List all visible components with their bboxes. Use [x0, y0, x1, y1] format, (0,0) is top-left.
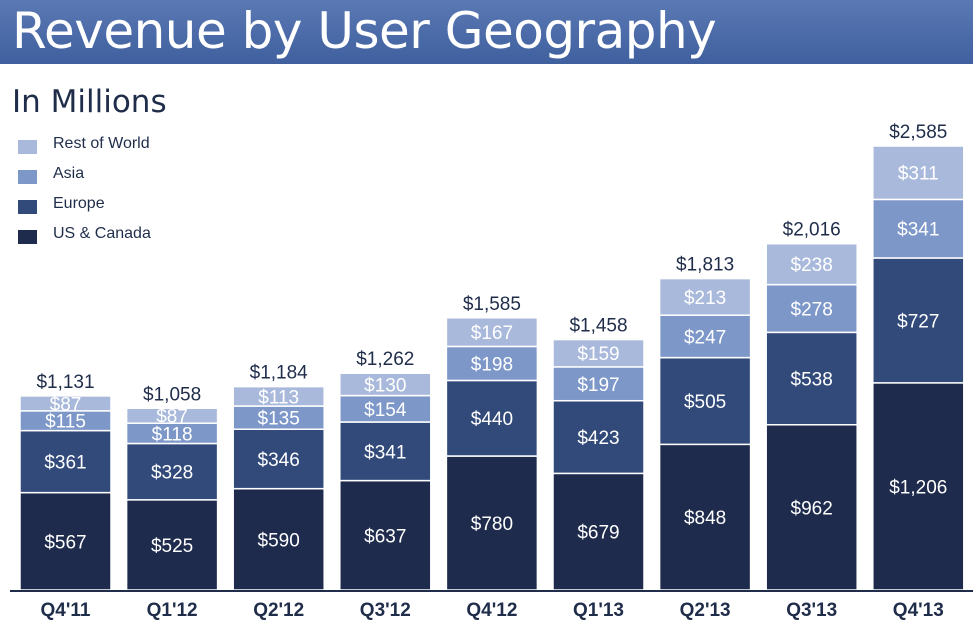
bar-segment-asia: [872, 198, 965, 259]
bar-segment-rest-of-world: [658, 277, 752, 316]
bar-segment-rest-of-world: [232, 385, 325, 407]
data-label: $361: [44, 453, 86, 474]
bar-segment-us-canada: [872, 382, 965, 591]
bar-segment-us-canada: [552, 472, 645, 591]
chart-title: Revenue by User Geography: [12, 2, 717, 60]
data-label: $780: [471, 514, 513, 535]
data-label: $159: [577, 344, 619, 365]
data-label: $423: [577, 428, 619, 449]
total-label: $1,458: [569, 316, 627, 337]
data-label: $590: [258, 530, 300, 551]
data-label: $135: [258, 409, 300, 430]
legend-swatch-rest-of-world: [18, 140, 37, 154]
bar-segment-rest-of-world: [339, 372, 432, 397]
legend-label-asia: Asia: [53, 165, 85, 182]
x-tick-label: Q2'12: [253, 600, 304, 621]
data-label: $118: [152, 424, 193, 445]
x-tick-label: Q1'13: [573, 600, 624, 621]
bar-segment-europe: [658, 356, 752, 446]
x-tick-label: Q4'13: [893, 600, 944, 621]
chart-subtitle: In Millions: [12, 84, 167, 120]
bar-segment-asia: [658, 314, 752, 359]
data-label: $130: [364, 375, 406, 396]
x-tick-label: Q2'13: [680, 600, 731, 621]
data-label: $115: [45, 412, 86, 433]
x-tick-label: Q3'13: [786, 600, 837, 621]
bar-segment-rest-of-world: [872, 145, 965, 201]
bar-segment-europe: [552, 399, 645, 475]
data-label: $328: [151, 463, 193, 484]
x-tick-label: Q4'11: [41, 600, 91, 621]
data-label: $213: [684, 288, 726, 309]
bar-segment-us-canada: [232, 487, 325, 591]
data-label: $1,206: [889, 477, 947, 498]
data-label: $538: [791, 370, 833, 391]
legend-label-us-canada: US & Canada: [53, 225, 151, 242]
bar-segment-rest-of-world: [445, 317, 539, 348]
bar-segment-rest-of-world: [765, 242, 858, 286]
total-label: $1,813: [676, 255, 734, 276]
legend-label-europe: Europe: [53, 195, 105, 212]
data-label: $341: [364, 442, 406, 463]
bar-segment-us-canada: [125, 499, 219, 591]
legend-swatch-us-canada: [18, 230, 37, 244]
data-label: $727: [897, 311, 939, 332]
total-label: $1,184: [250, 363, 309, 384]
data-label: $848: [684, 508, 726, 529]
total-label: $1,131: [36, 372, 94, 393]
legend-swatch-europe: [18, 200, 37, 214]
bar-segment-us-canada: [445, 455, 539, 591]
bar-segment-europe: [445, 379, 539, 457]
bar-segment-asia: [339, 394, 432, 423]
total-label: $1,058: [143, 384, 201, 405]
total-label: $2,016: [783, 220, 841, 241]
bar-segment-us-canada: [339, 479, 432, 591]
bar-segment-us-canada: [658, 443, 752, 591]
bar-segment-rest-of-world: [125, 407, 219, 424]
data-label: $87: [156, 407, 188, 428]
data-label: $167: [471, 323, 513, 344]
bar-segment-us-canada: [765, 424, 858, 591]
bar-segment-europe: [339, 421, 432, 482]
data-label: $679: [577, 523, 619, 544]
data-label: $198: [471, 354, 513, 375]
legend-swatch-asia: [18, 170, 37, 184]
x-tick-label: Q4'12: [466, 600, 517, 621]
x-tick-label: Q1'12: [147, 600, 198, 621]
bar-segment-rest-of-world: [552, 338, 645, 368]
x-tick-label: Q3'12: [360, 600, 411, 621]
data-label: $525: [151, 536, 193, 557]
bar-segment-asia: [765, 283, 858, 334]
total-label: $1,585: [463, 294, 521, 315]
data-label: $247: [684, 327, 726, 348]
total-label: $1,262: [356, 349, 414, 370]
legend-label-rest-of-world: Rest of World: [53, 135, 150, 152]
data-label: $278: [791, 299, 833, 320]
bar-segment-asia: [552, 366, 645, 402]
bar-segment-rest-of-world: [19, 395, 112, 412]
bar-segment-europe: [765, 331, 858, 426]
data-label: $962: [791, 498, 833, 519]
total-label: $2,585: [889, 122, 947, 143]
data-label: $311: [898, 164, 939, 185]
data-label: $154: [364, 400, 407, 421]
data-label: $197: [577, 375, 619, 396]
data-label: $341: [897, 220, 939, 241]
title-banner: Revenue by User Geography: [0, 0, 973, 64]
data-label: $346: [258, 450, 300, 471]
data-label: $637: [364, 526, 406, 547]
data-label: $87: [50, 394, 82, 415]
data-label: $113: [258, 387, 299, 408]
data-label: $440: [471, 409, 513, 430]
data-label: $505: [684, 392, 726, 413]
data-label: $567: [44, 532, 86, 553]
data-label: $238: [791, 255, 833, 276]
